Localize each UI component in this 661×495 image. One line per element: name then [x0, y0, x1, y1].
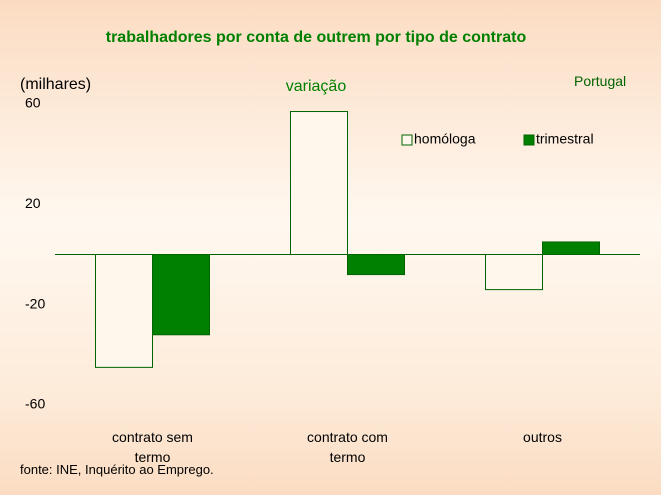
source: fonte: INE, Inquérito ao Emprego. [20, 462, 214, 477]
legend-label: homóloga [414, 131, 476, 147]
legend-swatch [401, 134, 413, 146]
bar [485, 254, 543, 291]
y-tick-label: 60 [25, 95, 41, 111]
bar [290, 111, 348, 256]
legend-label: trimestral [536, 131, 594, 147]
bar [152, 254, 210, 336]
x-tick-label: contrato com termo [307, 429, 388, 465]
y-tick-label: -20 [25, 295, 45, 311]
bar [95, 254, 153, 368]
chart-subtitle: variação [285, 78, 347, 95]
bar [542, 241, 600, 255]
legend-swatch [523, 134, 535, 146]
y-axis-label: (milhares) [20, 76, 92, 93]
bar [347, 254, 405, 276]
chart-title: trabalhadores por conta de outrem por ti… [105, 29, 527, 46]
y-tick-label: 20 [25, 195, 41, 211]
region-label: Portugal [574, 73, 627, 89]
y-tick-label: -60 [25, 396, 45, 412]
x-tick-label: outros [523, 429, 562, 445]
x-tick-label: contrato sem termo [112, 429, 193, 465]
